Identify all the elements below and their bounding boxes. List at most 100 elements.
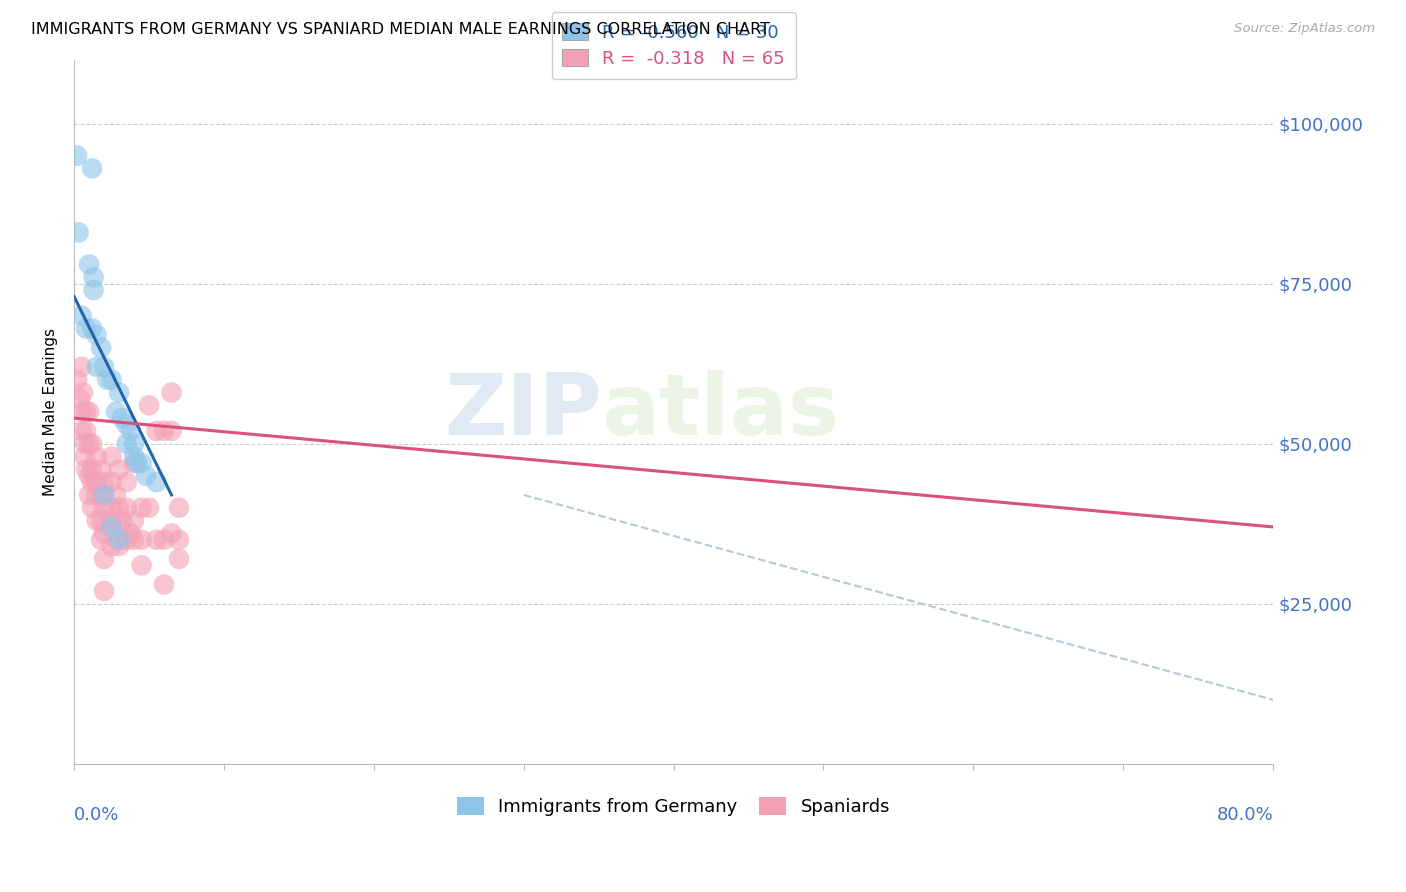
Point — [131, 558, 153, 573]
Point — [120, 424, 142, 438]
Point — [125, 456, 148, 470]
Point — [167, 552, 190, 566]
Point — [145, 533, 167, 547]
Point — [131, 456, 153, 470]
Point — [90, 488, 112, 502]
Point — [111, 514, 134, 528]
Point — [73, 436, 96, 450]
Y-axis label: Median Male Earnings: Median Male Earnings — [44, 327, 58, 496]
Point — [100, 514, 122, 528]
Point — [77, 405, 100, 419]
Point — [90, 533, 112, 547]
Text: 0.0%: 0.0% — [75, 806, 120, 824]
Point — [86, 450, 108, 464]
Text: atlas: atlas — [602, 370, 839, 453]
Point — [115, 436, 138, 450]
Point — [66, 373, 89, 387]
Point — [80, 161, 103, 176]
Point — [122, 450, 145, 464]
Point — [86, 359, 108, 374]
Point — [86, 514, 108, 528]
Point — [108, 385, 131, 400]
Point — [145, 475, 167, 490]
Point — [96, 373, 118, 387]
Point — [93, 359, 115, 374]
Point — [160, 424, 183, 438]
Point — [115, 533, 138, 547]
Point — [108, 500, 131, 515]
Point — [70, 359, 93, 374]
Point — [160, 526, 183, 541]
Point — [70, 405, 93, 419]
Point — [77, 436, 100, 450]
Point — [145, 424, 167, 438]
Point — [86, 475, 108, 490]
Point — [153, 533, 176, 547]
Point — [86, 488, 108, 502]
Point — [70, 309, 93, 323]
Point — [108, 533, 131, 547]
Point — [131, 500, 153, 515]
Point — [69, 392, 91, 406]
Text: 80.0%: 80.0% — [1216, 806, 1274, 824]
Point — [160, 385, 183, 400]
Point — [100, 373, 122, 387]
Point — [75, 462, 97, 476]
Point — [80, 500, 103, 515]
Point — [93, 526, 115, 541]
Point — [153, 577, 176, 591]
Point — [77, 257, 100, 271]
Point — [72, 385, 94, 400]
Point — [80, 321, 103, 335]
Point — [75, 405, 97, 419]
Point — [93, 500, 115, 515]
Point — [75, 424, 97, 438]
Point — [135, 468, 157, 483]
Point — [86, 327, 108, 342]
Point — [108, 520, 131, 534]
Point — [115, 500, 138, 515]
Point — [93, 552, 115, 566]
Point — [83, 270, 105, 285]
Point — [90, 462, 112, 476]
Point — [100, 539, 122, 553]
Point — [153, 424, 176, 438]
Point — [67, 226, 90, 240]
Point — [80, 475, 103, 490]
Point — [80, 436, 103, 450]
Point — [122, 514, 145, 528]
Point — [138, 398, 160, 412]
Point — [131, 533, 153, 547]
Point — [122, 456, 145, 470]
Point — [90, 341, 112, 355]
Point — [100, 450, 122, 464]
Point — [90, 514, 112, 528]
Point — [77, 488, 100, 502]
Point — [83, 283, 105, 297]
Legend: Immigrants from Germany, Spaniards: Immigrants from Germany, Spaniards — [449, 789, 900, 825]
Point — [167, 533, 190, 547]
Point — [70, 424, 93, 438]
Point — [115, 417, 138, 432]
Point — [111, 411, 134, 425]
Point — [66, 148, 89, 162]
Point — [75, 321, 97, 335]
Text: ZIP: ZIP — [444, 370, 602, 453]
Text: Source: ZipAtlas.com: Source: ZipAtlas.com — [1234, 22, 1375, 36]
Point — [93, 584, 115, 599]
Point — [122, 436, 145, 450]
Point — [77, 468, 100, 483]
Point — [73, 450, 96, 464]
Point — [108, 539, 131, 553]
Point — [100, 500, 122, 515]
Point — [93, 475, 115, 490]
Point — [105, 488, 128, 502]
Point — [138, 500, 160, 515]
Point — [120, 526, 142, 541]
Point — [100, 475, 122, 490]
Point — [122, 533, 145, 547]
Text: IMMIGRANTS FROM GERMANY VS SPANIARD MEDIAN MALE EARNINGS CORRELATION CHART: IMMIGRANTS FROM GERMANY VS SPANIARD MEDI… — [31, 22, 770, 37]
Point — [80, 462, 103, 476]
Point — [105, 405, 128, 419]
Point — [93, 488, 115, 502]
